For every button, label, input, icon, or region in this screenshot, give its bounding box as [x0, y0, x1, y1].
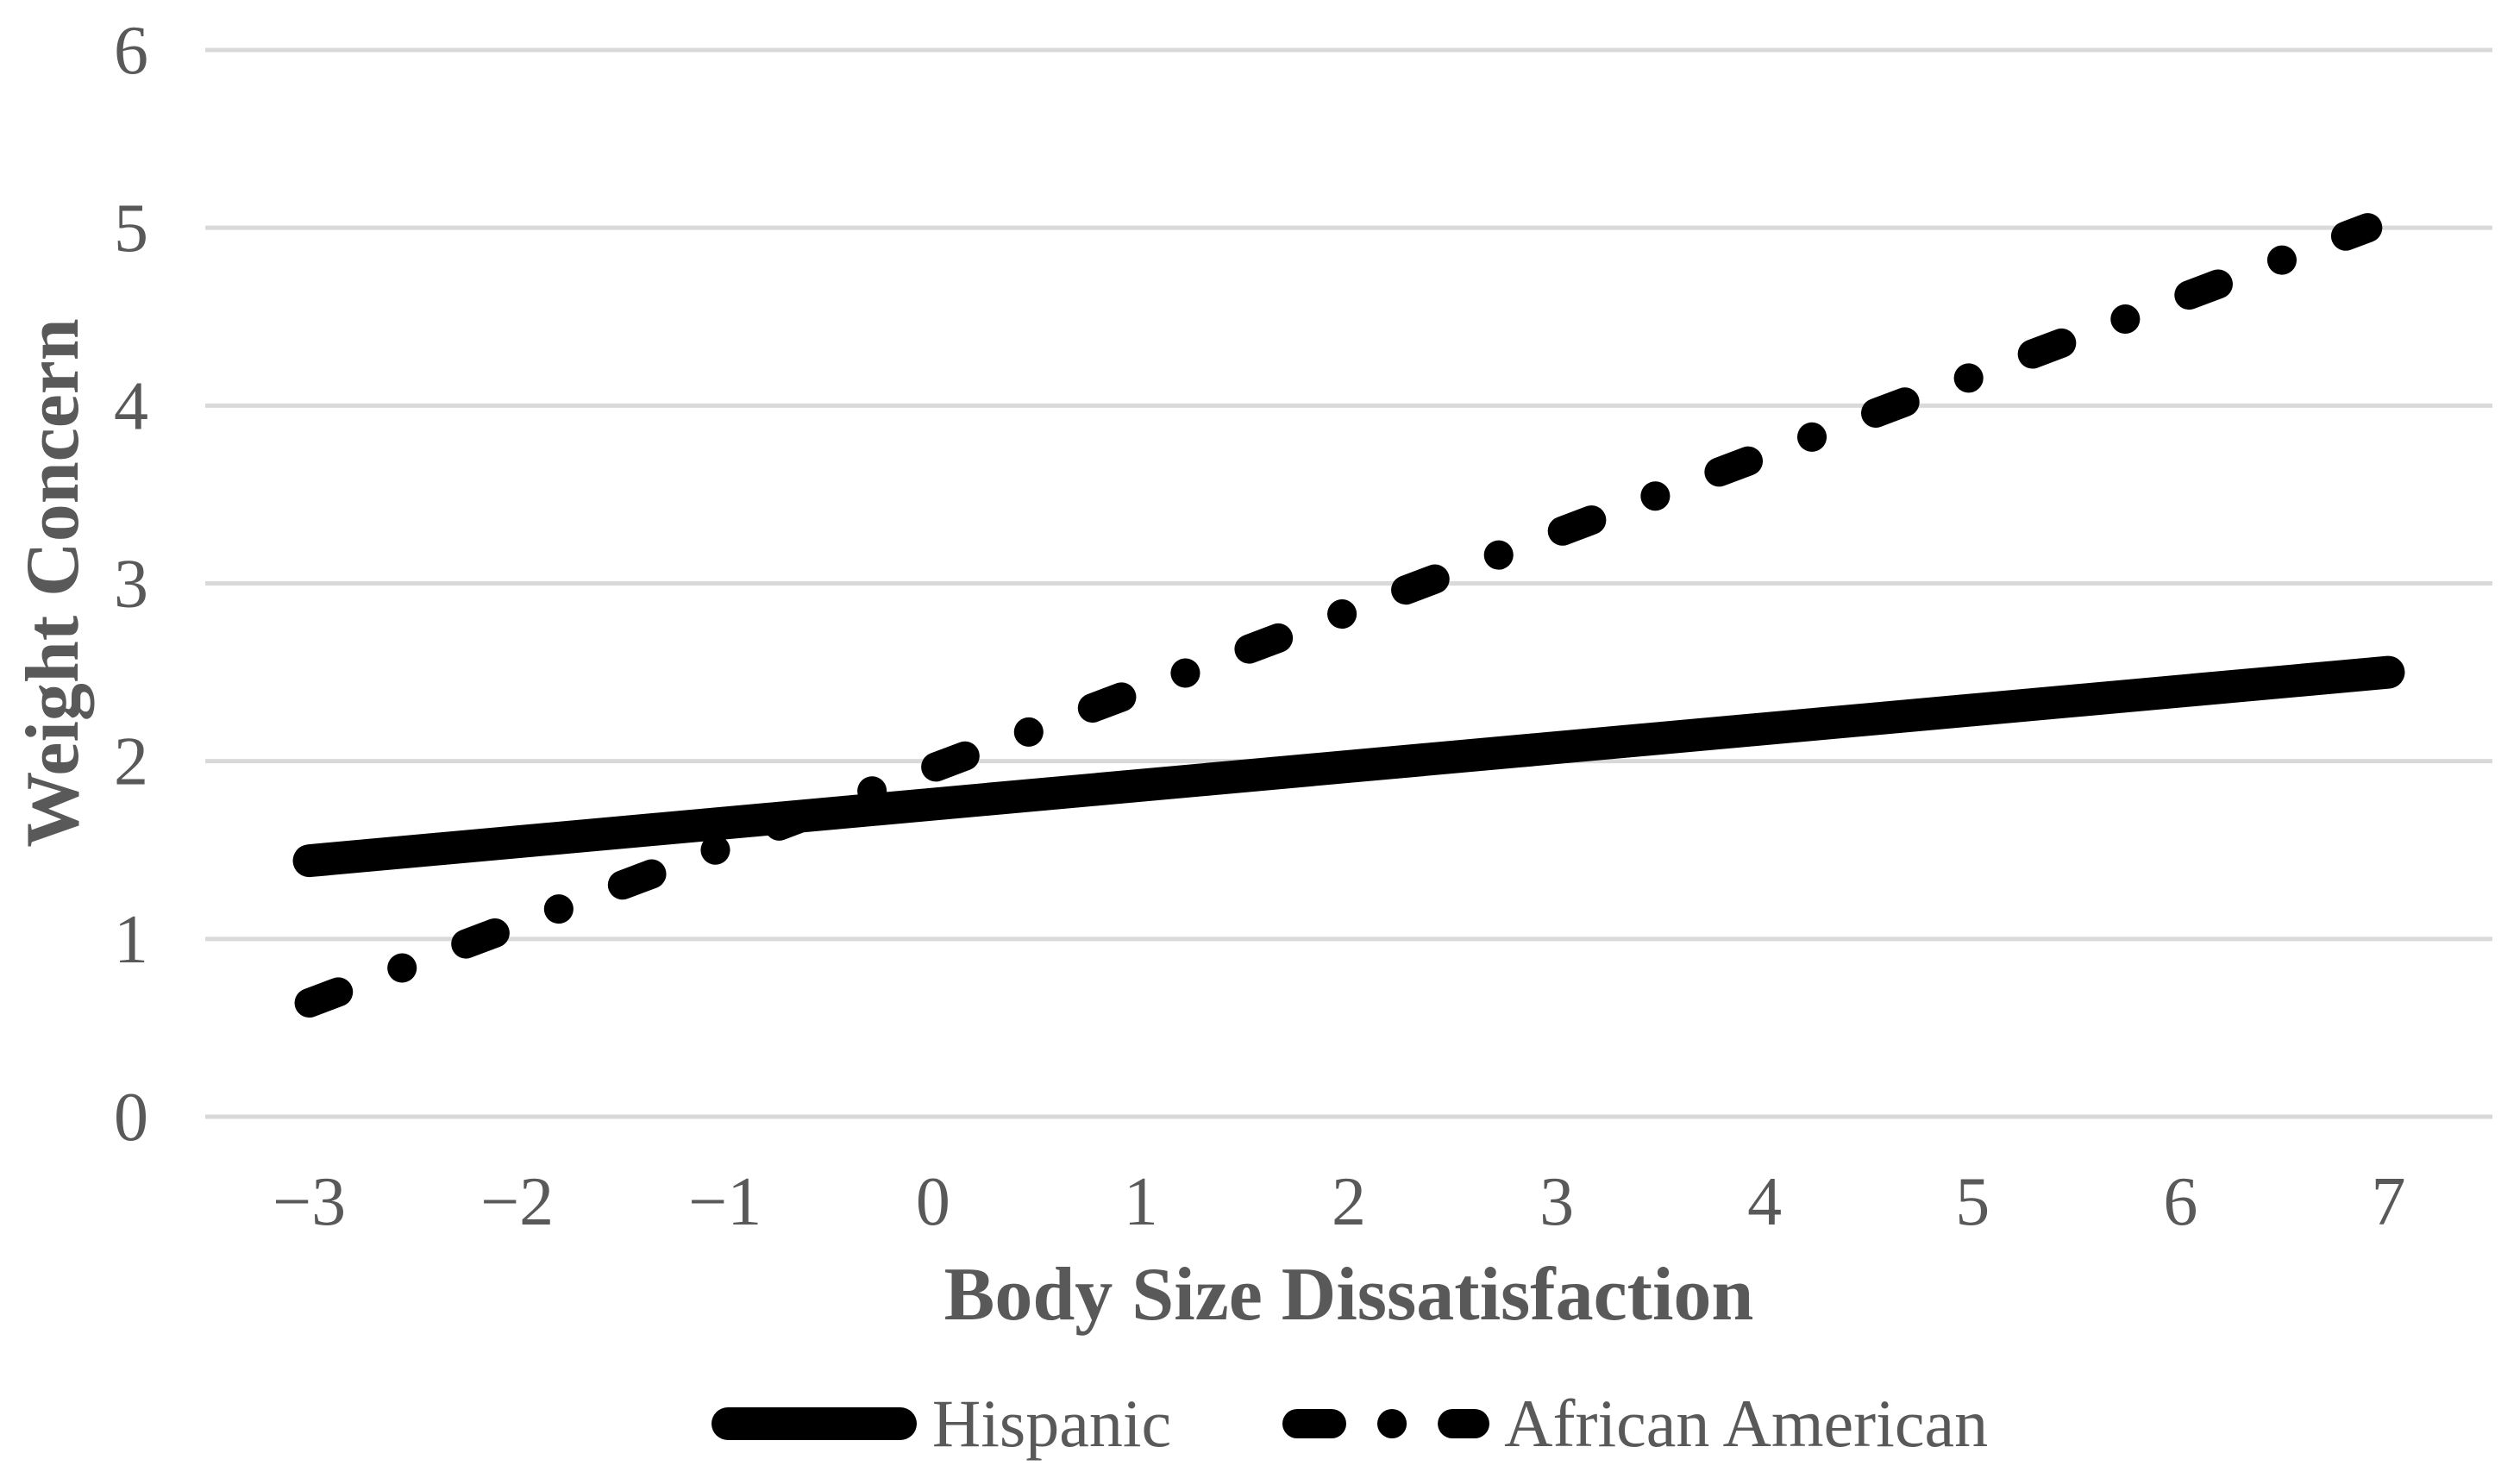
y-tick-label: 2: [114, 724, 148, 800]
x-tick-label: 6: [2163, 1164, 2197, 1240]
legend-item-african-american: African American: [1282, 1390, 1988, 1457]
x-tick-label: 7: [2371, 1164, 2405, 1240]
y-tick-label: 3: [114, 547, 148, 623]
x-axis-title: Body Size Dissatisfaction: [943, 1253, 1754, 1337]
x-tick-label: 3: [1539, 1164, 1574, 1240]
series-line-hispanic: [292, 655, 2405, 878]
y-tick-label: 4: [114, 368, 148, 444]
x-tick-label: −1: [688, 1164, 762, 1240]
series-line-african-american: [294, 213, 2383, 1018]
x-tick-label: 4: [1747, 1164, 1782, 1240]
x-tick-label: −2: [480, 1164, 554, 1240]
x-tick-label: 2: [1332, 1164, 1366, 1240]
x-tick-label: 5: [1955, 1164, 1990, 1240]
y-tick-label: 0: [114, 1080, 148, 1156]
dash-dot-line-key-icon: [1282, 1409, 1490, 1438]
y-tick-label: 1: [114, 902, 148, 978]
legend-label-hispanic: Hispanic: [931, 1386, 1172, 1461]
legend-item-hispanic: Hispanic: [710, 1390, 1171, 1457]
legend: Hispanic African American: [205, 1376, 2492, 1471]
x-tick-label: −3: [273, 1164, 346, 1240]
x-tick-label: 0: [916, 1164, 950, 1240]
x-tick-label: 1: [1124, 1164, 1158, 1240]
y-tick-label: 6: [114, 13, 148, 89]
solid-line-key-icon: [711, 1407, 917, 1440]
y-tick-label: 5: [114, 191, 148, 266]
legend-label-african-american: African American: [1504, 1386, 1989, 1461]
